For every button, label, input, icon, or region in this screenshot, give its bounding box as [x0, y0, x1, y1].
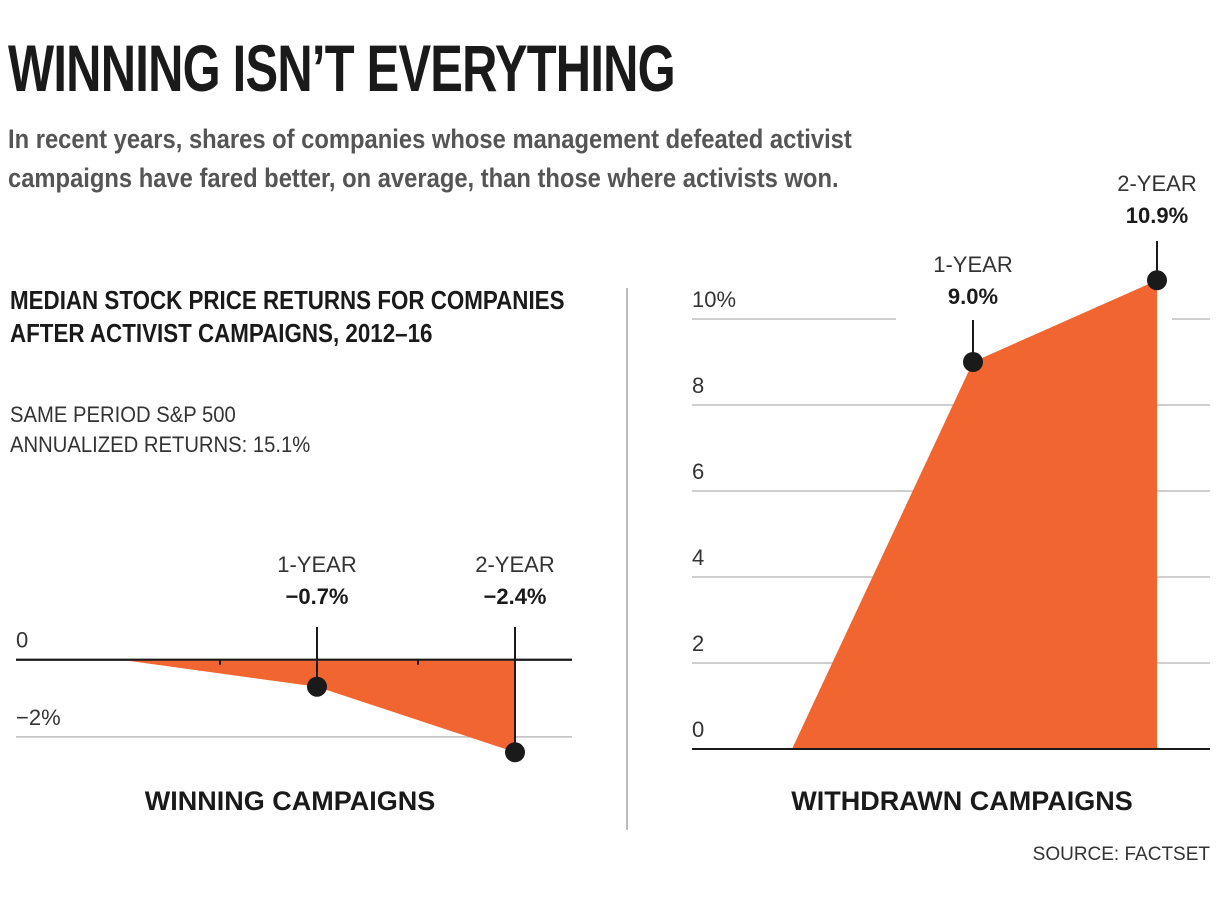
sp500-note: SAME PERIOD S&P 500 ANNUALIZED RETURNS: …: [10, 400, 310, 460]
page-title: WINNING ISN’T EVERYTHING: [8, 31, 676, 105]
withdrawn-callout-period: 2-YEAR: [1117, 171, 1196, 196]
sp500-note-line2: ANNUALIZED RETURNS: 15.1%: [10, 432, 311, 457]
withdrawn-y-tick-label: 4: [692, 545, 704, 570]
winning-area: [120, 659, 515, 753]
subtitle: In recent years, shares of companies who…: [8, 124, 852, 193]
withdrawn-y-tick-label: 2: [692, 631, 704, 656]
winning-y-tick-label: −2%: [16, 705, 61, 730]
panel-divider: [626, 288, 628, 830]
withdrawn-area: [792, 280, 1157, 749]
withdrawn-data-point: [1147, 270, 1167, 291]
winning-y-tick-label: 0: [16, 628, 28, 653]
sp500-note-line1: SAME PERIOD S&P 500: [10, 402, 236, 427]
source-note: SOURCE: FACTSET: [1032, 844, 1210, 865]
winning-callout-value: −0.7%: [286, 584, 349, 609]
winning-data-point: [505, 742, 525, 763]
withdrawn-callout-value: 9.0%: [948, 284, 998, 309]
withdrawn-y-tick-label: 8: [692, 373, 704, 398]
withdrawn-data-point: [963, 352, 983, 372]
winning-data-point: [307, 676, 327, 697]
winning-callout-period: 2-YEAR: [475, 552, 554, 577]
withdrawn-callout-period: 1-YEAR: [933, 252, 1012, 277]
withdrawn-y-tick-label: 6: [692, 459, 704, 484]
withdrawn-callout-value: 10.9%: [1126, 203, 1188, 228]
chart-heading: MEDIAN STOCK PRICE RETURNS FOR COMPANIES…: [10, 285, 565, 348]
withdrawn-y-tick-label: 0: [692, 717, 704, 742]
winning-callout-period: 1-YEAR: [277, 552, 356, 577]
winning-callout-value: −2.4%: [484, 584, 547, 609]
winning-panel-title: WINNING CAMPAIGNS: [145, 786, 436, 816]
withdrawn-panel-title: WITHDRAWN CAMPAIGNS: [791, 786, 1132, 816]
withdrawn-y-tick-label: 10%: [692, 287, 736, 312]
